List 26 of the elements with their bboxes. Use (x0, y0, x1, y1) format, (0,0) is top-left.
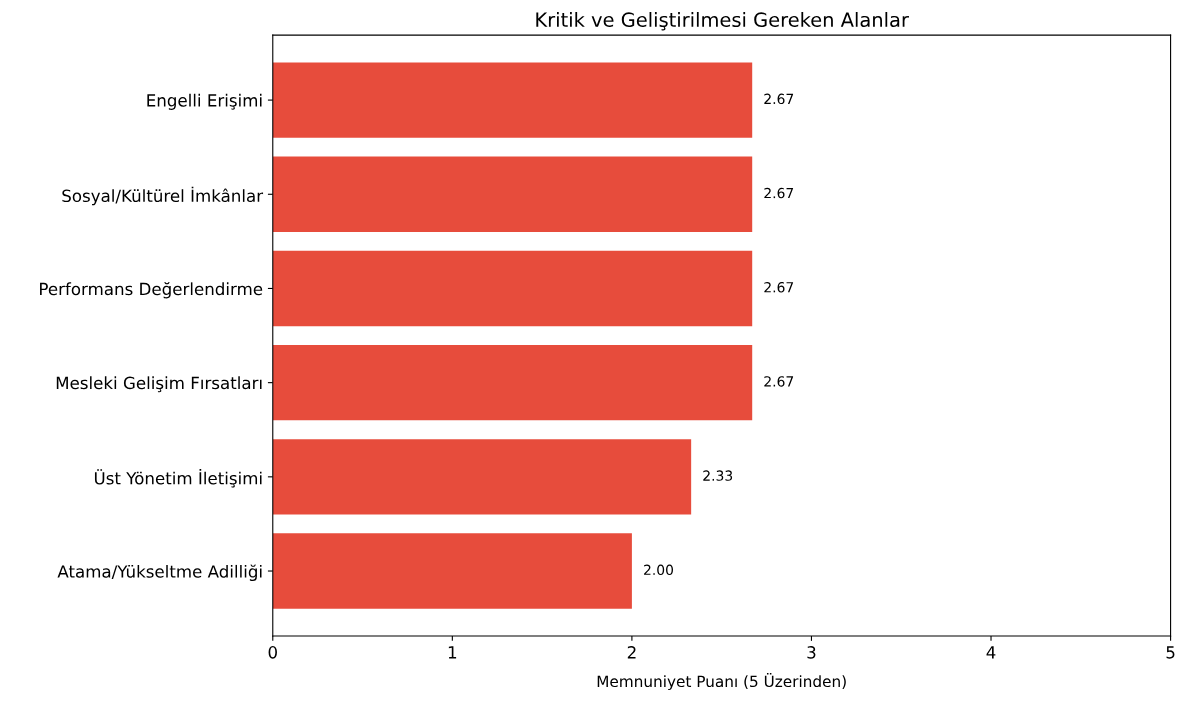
y-tick-label: Üst Yönetim İletişimi (94, 469, 262, 488)
x-axis-title: Memnuniyet Puanı (5 Üzerinden) (597, 672, 846, 691)
bar (272, 344, 753, 421)
bar (272, 250, 753, 327)
x-tick-label: 5 (1166, 646, 1175, 659)
data-label: 2.00 (644, 564, 674, 576)
y-tick-label: Sosyal/Kültürel İmkânlar (62, 186, 264, 206)
bar (272, 533, 632, 609)
data-label: 2.67 (764, 281, 794, 293)
data-label: 2.67 (764, 376, 794, 387)
bar (272, 62, 753, 138)
y-tick-label: Mesleki Gelişim Fırsatları (56, 376, 262, 393)
x-tick-label: 3 (807, 646, 816, 659)
x-tick-label: 4 (986, 646, 996, 659)
x-tick-label: 2 (627, 646, 636, 659)
data-label: 2.67 (764, 93, 794, 105)
x-tick-label: 1 (448, 646, 457, 659)
chart-title: Kritik ve Geliştirilmesi Gereken Alanlar (536, 11, 909, 31)
bar (272, 439, 692, 515)
y-tick-label: Engelli Erişimi (147, 93, 262, 110)
y-tick-label: Performans Değerlendirme (40, 281, 263, 299)
data-label: 2.67 (764, 187, 794, 199)
data-label: 2.33 (703, 470, 733, 481)
y-tick-label: Atama/Yükseltme Adilliği (57, 564, 262, 582)
bar (272, 156, 753, 232)
x-tick-label: 0 (268, 646, 277, 659)
